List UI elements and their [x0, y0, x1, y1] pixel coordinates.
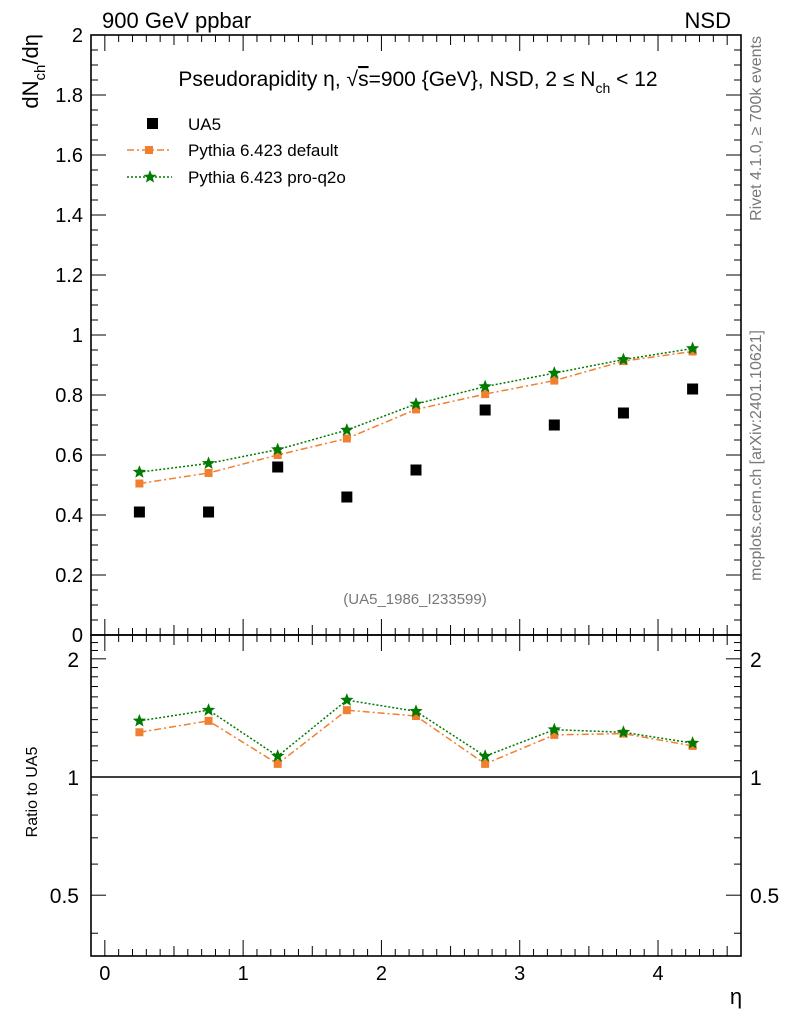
ratio-ytick-label-right: 0.5 [750, 885, 779, 908]
main-ytick-label: 1.6 [55, 145, 83, 167]
header-right: NSD [685, 8, 731, 33]
ratio-ylabel: Ratio to UA5 [24, 747, 41, 838]
main-ylabel: dNch/dη [18, 34, 49, 109]
main-proq2o-point [340, 423, 354, 436]
main-ytick-label: 1.4 [55, 205, 83, 227]
ratio-ytick-label: 0.5 [50, 885, 79, 908]
ratio-default-line [139, 709, 693, 765]
main-data-point [617, 407, 629, 419]
ratio-default-point [481, 759, 490, 768]
ratio-proq2o-point [409, 704, 423, 717]
main-default-line [139, 350, 693, 485]
main-ytick-label: 1 [72, 325, 83, 347]
main-panel: 0 0.2 0.4 0.6 0.8 1 1.2 1.4 1.6 1.8 2 [55, 25, 741, 647]
main-proq2o-point [478, 379, 492, 393]
ratio-panel: 0 1 2 3 4 0.5 0.5 1 1 2 2 [50, 635, 779, 985]
ratio-proq2o-point [201, 703, 216, 716]
xlabel: η [730, 984, 742, 1009]
main-default-point [135, 479, 144, 488]
header-left: 900 GeV ppbar [102, 8, 251, 33]
ratio-frame [90, 634, 742, 957]
xtick-label: 0 [99, 963, 110, 985]
ratio-ytick-label: 1 [67, 767, 79, 790]
main-default-point [342, 434, 351, 443]
plot-title: Pseudorapidity η, √s=900 {GeV}, NSD, 2 ≤… [178, 68, 657, 96]
legend-default-label: Pythia 6.423 default [188, 141, 339, 160]
main-data-point [133, 506, 145, 518]
main-data-point [203, 506, 215, 518]
ratio-ytick-label-right: 2 [750, 649, 762, 672]
main-default-point [273, 451, 282, 459]
ratio-default-point [412, 712, 420, 721]
main-proq2o-point [271, 442, 285, 456]
ratio-proq2o-point [685, 736, 700, 749]
main-proq2o-point [409, 397, 423, 410]
main-proq2o-point [685, 341, 700, 355]
main-proq2o-point [547, 366, 561, 379]
main-ytick-label: 1.2 [55, 265, 83, 287]
ratio-ytick-label-right: 1 [750, 767, 762, 790]
rivet-label: Rivet 4.1.0, ≥ 700k events [748, 36, 765, 221]
legend-proq2o-marker [143, 170, 157, 183]
main-proq2o-point [132, 465, 147, 478]
main-data-point [548, 419, 560, 431]
ratio-proq2o-point [616, 725, 631, 738]
ratio-proq2o-point [547, 722, 561, 736]
main-default-point [550, 376, 559, 385]
ratio-default-point [550, 730, 559, 739]
main-ytick-label: 1.8 [55, 85, 83, 107]
xtick-label: 2 [376, 963, 387, 985]
legend-default-marker [145, 146, 153, 154]
main-default-point [481, 390, 490, 399]
main-ytick-label: 2 [72, 25, 83, 47]
ratio-default-point [204, 716, 213, 725]
main-data-point [272, 461, 284, 473]
ratio-default-point [135, 728, 144, 737]
xtick-label: 1 [238, 963, 249, 985]
main-default-point [204, 469, 213, 477]
mcplots-label: mcplots.cern.ch [arXiv:2401.10621] [748, 330, 765, 581]
main-proq2o-point [616, 352, 631, 366]
ratio-proq2o-point [478, 749, 492, 762]
ratio-proq2o-point [271, 749, 285, 762]
main-ytick-label: 0.2 [55, 565, 83, 587]
main-ytick-label: 0.6 [55, 445, 83, 467]
ratio-proq2o-point [132, 713, 147, 727]
xtick-label: 4 [652, 963, 663, 985]
legend: UA5 Pythia 6.423 default Pythia 6.423 pr… [127, 115, 346, 187]
ratio-proq2o-point [340, 693, 354, 706]
main-ytick-label: 0.8 [55, 385, 83, 407]
xtick-label: 3 [514, 963, 525, 985]
main-data-point [341, 491, 353, 503]
ratio-default-point [342, 706, 351, 715]
legend-ua5-marker [147, 118, 158, 129]
legend-ua5-label: UA5 [188, 115, 221, 134]
main-proq2o-point [201, 456, 216, 470]
watermark: (UA5_1986_I233599) [343, 591, 486, 608]
main-ytick-label: 0 [72, 625, 83, 647]
main-ytick-label: 0.4 [55, 505, 83, 527]
main-default-point [412, 405, 420, 414]
main-data-point [479, 404, 491, 416]
legend-proq2o-label: Pythia 6.423 pro-q2o [188, 168, 346, 187]
ratio-ytick-label: 2 [67, 649, 79, 672]
ratio-default-point [273, 759, 282, 768]
main-data-point [687, 383, 699, 395]
main-data-point [410, 464, 422, 476]
